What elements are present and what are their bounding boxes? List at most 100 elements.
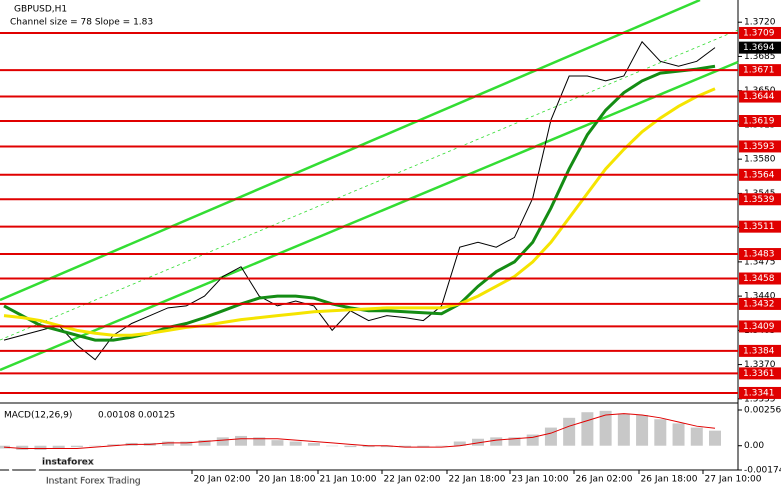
chart-title: GBPUSD,H1: [14, 5, 67, 15]
level-label: 1.3361: [743, 369, 775, 379]
macd-bar: [253, 437, 266, 446]
x-tick-label: 20 Jan 02:00: [194, 475, 251, 485]
macd-bar: [636, 415, 649, 446]
level-label-box: [739, 320, 781, 333]
macd-bar: [617, 413, 630, 446]
x-tick-label: 20 Jan 18:00: [259, 475, 316, 485]
plot: [0, 31, 738, 394]
macd-bar: [70, 445, 83, 448]
level-label: 1.3511: [743, 222, 775, 232]
moving-average: [3, 87, 716, 337]
level-label: 1.3432: [743, 299, 775, 309]
x-tick-label: 27 Jan 10:00: [705, 475, 762, 485]
macd-bar: [307, 442, 320, 446]
x-tick-label: 22 Jan 18:00: [449, 475, 506, 485]
macd-bar: [162, 441, 175, 446]
macd-bar: [690, 427, 703, 446]
macd-bar: [362, 445, 375, 448]
level-label: 1.3671: [743, 66, 775, 76]
macd-bar: [326, 445, 339, 447]
macd-bar: [380, 445, 393, 448]
macd-bar: [709, 430, 721, 446]
y-tick-label: 1.3580: [744, 155, 776, 165]
level-label: 1.3483: [743, 250, 775, 260]
level-label-box: [739, 140, 781, 153]
level-label-box: [739, 272, 781, 285]
y-tick-label: 1.3685: [744, 52, 776, 62]
macd-label: MACD(12,26,9): [4, 411, 72, 421]
level-label-box: [739, 168, 781, 181]
macd-bar: [271, 440, 284, 446]
macd-tick-label: 0.00256: [744, 406, 781, 416]
macd-signal: [3, 413, 716, 450]
macd-bar: [490, 437, 503, 446]
level-label-box: [739, 344, 781, 357]
level-label: 1.3409: [743, 322, 775, 332]
x-tick-label: 22 Jan 02:00: [384, 475, 441, 485]
logo: instaforex Instant Forex Trading: [8, 450, 141, 487]
logo-icon: [8, 450, 40, 482]
level-label: 1.3619: [743, 117, 775, 127]
y-tick-label: 1.3335: [744, 394, 776, 404]
y-tick-label: 1.3475: [744, 257, 776, 267]
y-tick-label: 1.3440: [744, 292, 776, 302]
logo-brand: instaforex: [42, 458, 94, 468]
level-label: 1.3709: [743, 28, 775, 38]
macd-bar: [235, 435, 247, 446]
level-label-box: [739, 115, 781, 128]
macd-bar: [289, 441, 302, 446]
chart-subtitle: Channel size = 78 Slope = 1.83: [10, 18, 153, 28]
macd-bar: [107, 444, 120, 446]
macd-bar: [216, 437, 229, 446]
level-label: 1.3341: [743, 388, 775, 398]
macd-bar: [52, 445, 65, 449]
macd-bar: [563, 417, 576, 446]
level-label-box: [739, 220, 781, 233]
macd-bar: [435, 445, 448, 447]
macd-bar: [544, 427, 557, 446]
channel-lower: [0, 60, 739, 372]
macd-bar: [672, 423, 685, 446]
level-label: 1.3593: [743, 142, 775, 152]
macd-bar: [34, 445, 47, 450]
level-label-box: [739, 26, 781, 39]
macd-bar: [344, 445, 357, 448]
level-label-box: [739, 297, 781, 310]
macd-bar: [453, 441, 466, 446]
macd-bar: [399, 445, 412, 448]
macd-bar: [472, 438, 484, 446]
macd-tick-label: -0.00174: [744, 466, 781, 476]
macd-bar: [198, 440, 211, 446]
x-tick-label: 26 Jan 02:00: [576, 475, 633, 485]
macd-bar: [654, 419, 667, 446]
y-tick-label: 1.3720: [744, 18, 776, 28]
price-line: [3, 40, 716, 361]
macd-tick-label: 0.00: [744, 441, 764, 451]
level-label-box: [739, 367, 781, 380]
logo-tagline: Instant Forex Trading: [46, 477, 141, 487]
macd-bar: [599, 410, 612, 446]
level-label-box: [739, 64, 781, 77]
macd-bar: [89, 445, 102, 447]
last-price-label: 1.3694: [743, 43, 775, 53]
macd-bar: [16, 445, 29, 450]
y-tick-label: 1.3370: [744, 360, 776, 370]
macd-bar: [180, 441, 193, 446]
macd-main: 0.00108: [98, 411, 135, 421]
macd-bar: [526, 434, 539, 446]
x-tick-label: 26 Jan 18:00: [641, 475, 698, 485]
level-label: 1.3539: [743, 195, 775, 205]
macd-bar: [417, 445, 430, 448]
x-tick-label: 21 Jan 10:00: [320, 475, 377, 485]
channel-upper: [0, 0, 701, 302]
macd-bar: [581, 412, 594, 446]
level-label: 1.3384: [743, 346, 775, 356]
level-label: 1.3564: [743, 170, 775, 180]
level-label: 1.3644: [743, 92, 775, 102]
macd-signal-value: 0.00125: [138, 411, 175, 421]
channel-middle: [0, 29, 739, 341]
level-label-box: [739, 193, 781, 206]
level-label-box: [739, 90, 781, 103]
